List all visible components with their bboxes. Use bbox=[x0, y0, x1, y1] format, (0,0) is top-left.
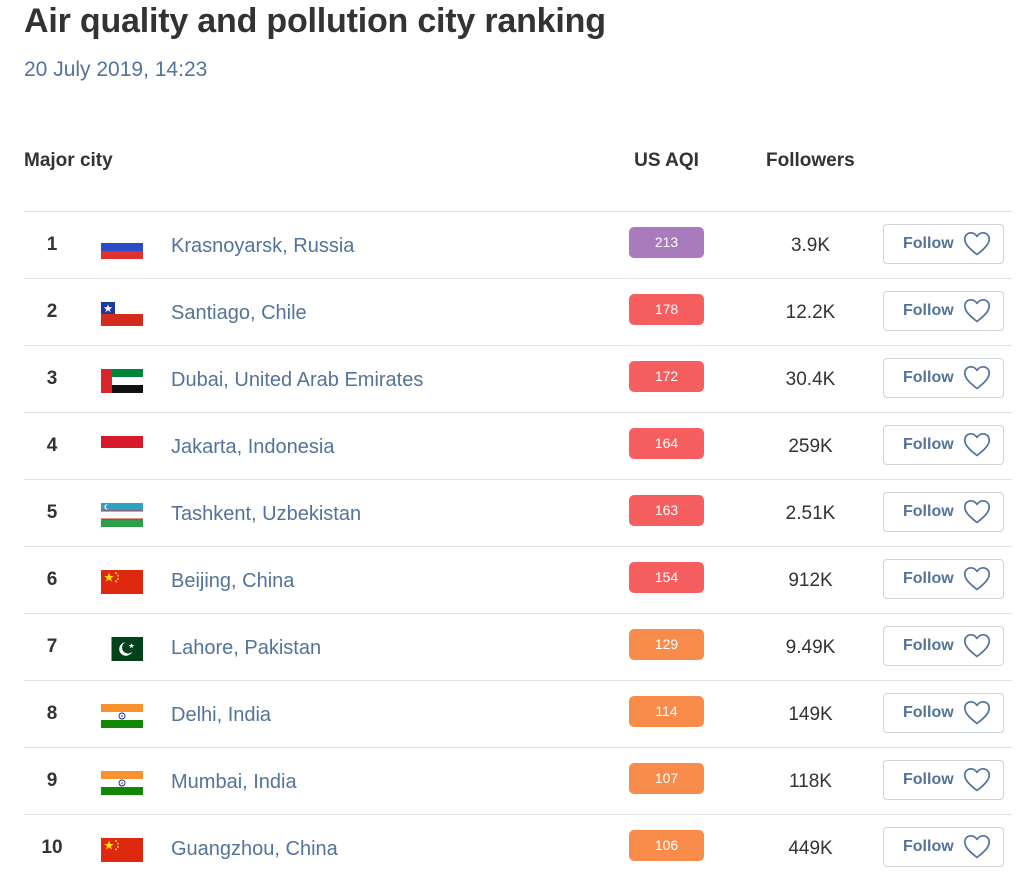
table-row: 4 Jakarta, Indonesia 164 259K Follow bbox=[24, 413, 1012, 480]
city-link[interactable]: Delhi, India bbox=[171, 704, 272, 726]
table-row: 10 Guangzhou, China 106 449K Follow bbox=[24, 815, 1012, 881]
city-link[interactable]: Guangzhou, China bbox=[171, 838, 338, 860]
follow-button-label: Follow bbox=[903, 637, 954, 654]
india-flag-icon bbox=[101, 704, 143, 728]
city-link[interactable]: Beijing, China bbox=[171, 570, 295, 592]
city-link[interactable]: Jakarta, Indonesia bbox=[171, 436, 335, 458]
follow-button-label: Follow bbox=[903, 369, 954, 386]
aqi-badge: 213 bbox=[629, 227, 704, 258]
heart-icon bbox=[963, 499, 990, 524]
follow-button[interactable]: Follow bbox=[883, 626, 1004, 666]
table-row: 2 Santiago, Chile 178 12.2K Follow bbox=[24, 279, 1012, 346]
heart-icon bbox=[963, 432, 990, 457]
follow-button[interactable]: Follow bbox=[883, 425, 1004, 465]
follow-button[interactable]: Follow bbox=[883, 827, 1004, 867]
aqi-badge: 154 bbox=[629, 562, 704, 593]
follow-button[interactable]: Follow bbox=[883, 291, 1004, 331]
aqi-badge: 106 bbox=[629, 830, 704, 861]
rank-number: 7 bbox=[46, 636, 58, 657]
city-link[interactable]: Lahore, Pakistan bbox=[171, 637, 322, 659]
follow-button-label: Follow bbox=[903, 838, 954, 855]
table-row: 3 Dubai, United Arab Emirates 172 30.4K Foll… bbox=[24, 346, 1012, 413]
heart-icon bbox=[963, 633, 990, 658]
followers-count: 259K bbox=[788, 436, 833, 457]
follow-button[interactable]: Follow bbox=[883, 358, 1004, 398]
heart-icon bbox=[963, 566, 990, 591]
followers-count: 30.4K bbox=[785, 369, 836, 390]
rank-number: 3 bbox=[46, 368, 58, 389]
heart-icon bbox=[963, 298, 990, 323]
follow-button[interactable]: Follow bbox=[883, 760, 1004, 800]
table-row: 8 Delhi, India 114 149K Follow bbox=[24, 681, 1012, 748]
table-row: 9 Mumbai, India 107 118K Follow bbox=[24, 748, 1012, 815]
ranking-table: 1 Krasnoyarsk, Russia 213 3.9K Follow 2 Santia… bbox=[24, 211, 1012, 881]
followers-count: 9.49K bbox=[785, 637, 836, 658]
russia-flag-icon bbox=[101, 235, 143, 259]
followers-count: 912K bbox=[788, 570, 833, 591]
followers-count: 118K bbox=[789, 771, 832, 792]
aqi-badge: 164 bbox=[629, 428, 704, 459]
follow-button-label: Follow bbox=[903, 436, 954, 453]
follow-button[interactable]: Follow bbox=[883, 559, 1004, 599]
india-flag-icon bbox=[101, 771, 143, 795]
pakistan-flag-icon bbox=[101, 637, 143, 661]
follow-button-label: Follow bbox=[903, 570, 954, 587]
heart-icon bbox=[963, 365, 990, 390]
china-flag-icon bbox=[101, 570, 143, 594]
table-row: 5 Tashkent, Uzbekistan 163 2.51K Follow bbox=[24, 480, 1012, 547]
follow-button-label: Follow bbox=[903, 771, 954, 788]
followers-count: 3.9K bbox=[790, 235, 831, 256]
aqi-badge: 129 bbox=[629, 629, 704, 660]
followers-count: 12.2K bbox=[785, 302, 836, 323]
uae-flag-icon bbox=[101, 369, 143, 393]
aqi-badge: 178 bbox=[629, 294, 704, 325]
heart-icon bbox=[963, 700, 990, 725]
city-link[interactable]: Mumbai, India bbox=[171, 771, 297, 793]
follow-button-label: Follow bbox=[903, 503, 954, 520]
rank-number: 1 bbox=[46, 234, 58, 255]
rank-number: 10 bbox=[41, 837, 63, 858]
column-header-followers: Followers bbox=[766, 150, 855, 171]
follow-button[interactable]: Follow bbox=[883, 224, 1004, 264]
rank-number: 6 bbox=[46, 569, 58, 590]
rank-number: 9 bbox=[46, 770, 58, 791]
follow-button[interactable]: Follow bbox=[883, 492, 1004, 532]
city-link[interactable]: Dubai, United Arab Emirates bbox=[171, 369, 424, 391]
table-row: 1 Krasnoyarsk, Russia 213 3.9K Follow bbox=[24, 212, 1012, 279]
update-timestamp: 20 July 2019, 14:23 bbox=[24, 58, 208, 81]
heart-icon bbox=[963, 231, 990, 256]
heart-icon bbox=[963, 834, 990, 859]
followers-count: 149K bbox=[788, 704, 833, 725]
aqi-badge: 163 bbox=[629, 495, 704, 526]
table-row: 7 Lahore, Pakistan 129 9.49K Follow bbox=[24, 614, 1012, 681]
china-flag-icon bbox=[101, 838, 143, 862]
city-link[interactable]: Krasnoyarsk, Russia bbox=[171, 235, 355, 257]
rank-number: 2 bbox=[46, 301, 58, 322]
rank-number: 4 bbox=[46, 435, 58, 456]
indonesia-flag-icon bbox=[101, 436, 143, 460]
followers-count: 449K bbox=[788, 838, 833, 859]
followers-count: 2.51K bbox=[785, 503, 836, 524]
follow-button-label: Follow bbox=[903, 704, 954, 721]
rank-number: 8 bbox=[46, 703, 58, 724]
uzbekistan-flag-icon bbox=[101, 503, 143, 527]
column-header-aqi: US AQI bbox=[634, 150, 699, 171]
city-link[interactable]: Tashkent, Uzbekistan bbox=[171, 503, 362, 525]
chile-flag-icon bbox=[101, 302, 143, 326]
column-header-city: Major city bbox=[24, 150, 113, 171]
follow-button-label: Follow bbox=[903, 302, 954, 319]
follow-button-label: Follow bbox=[903, 235, 954, 252]
city-link[interactable]: Santiago, Chile bbox=[171, 302, 307, 324]
table-row: 6 Beijing, China 154 912K Follow bbox=[24, 547, 1012, 614]
follow-button[interactable]: Follow bbox=[883, 693, 1004, 733]
rank-number: 5 bbox=[46, 502, 58, 523]
aqi-badge: 114 bbox=[629, 696, 704, 727]
aqi-badge: 107 bbox=[629, 763, 704, 794]
page-title: Air quality and pollution city ranking bbox=[24, 2, 606, 40]
heart-icon bbox=[963, 767, 990, 792]
aqi-badge: 172 bbox=[629, 361, 704, 392]
